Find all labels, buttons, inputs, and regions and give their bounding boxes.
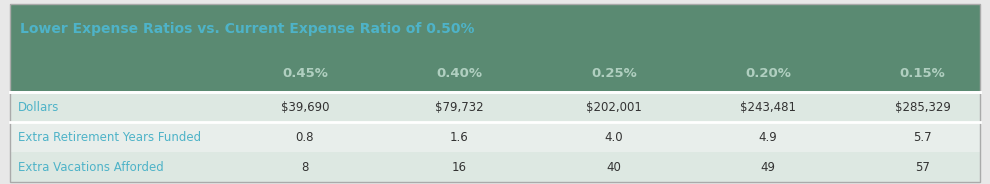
Text: 0.25%: 0.25% xyxy=(591,67,637,80)
Text: 5.7: 5.7 xyxy=(914,131,932,144)
Text: $285,329: $285,329 xyxy=(895,100,950,114)
Text: 4.0: 4.0 xyxy=(605,131,623,144)
Text: 1.6: 1.6 xyxy=(450,131,468,144)
Text: Extra Vacations Afforded: Extra Vacations Afforded xyxy=(18,161,163,174)
Bar xyxy=(10,4,980,55)
Text: 0.8: 0.8 xyxy=(296,131,314,144)
Text: 0.45%: 0.45% xyxy=(282,67,328,80)
Text: Lower Expense Ratios vs. Current Expense Ratio of 0.50%: Lower Expense Ratios vs. Current Expense… xyxy=(20,22,474,36)
Bar xyxy=(10,92,980,122)
Text: 0.40%: 0.40% xyxy=(437,67,482,80)
Text: 0.15%: 0.15% xyxy=(900,67,945,80)
Text: Extra Retirement Years Funded: Extra Retirement Years Funded xyxy=(18,131,201,144)
Text: $39,690: $39,690 xyxy=(281,100,329,114)
Text: $202,001: $202,001 xyxy=(586,100,642,114)
Text: 57: 57 xyxy=(915,161,931,174)
Text: 0.20%: 0.20% xyxy=(745,67,791,80)
Text: $243,481: $243,481 xyxy=(741,100,796,114)
Text: 16: 16 xyxy=(451,161,467,174)
Bar xyxy=(10,122,980,152)
Text: $79,732: $79,732 xyxy=(435,100,484,114)
Bar xyxy=(10,55,980,92)
Text: 49: 49 xyxy=(760,161,776,174)
Text: 8: 8 xyxy=(301,161,309,174)
Bar xyxy=(10,152,980,182)
Text: 40: 40 xyxy=(606,161,622,174)
Text: Dollars: Dollars xyxy=(18,100,59,114)
Text: 4.9: 4.9 xyxy=(759,131,777,144)
